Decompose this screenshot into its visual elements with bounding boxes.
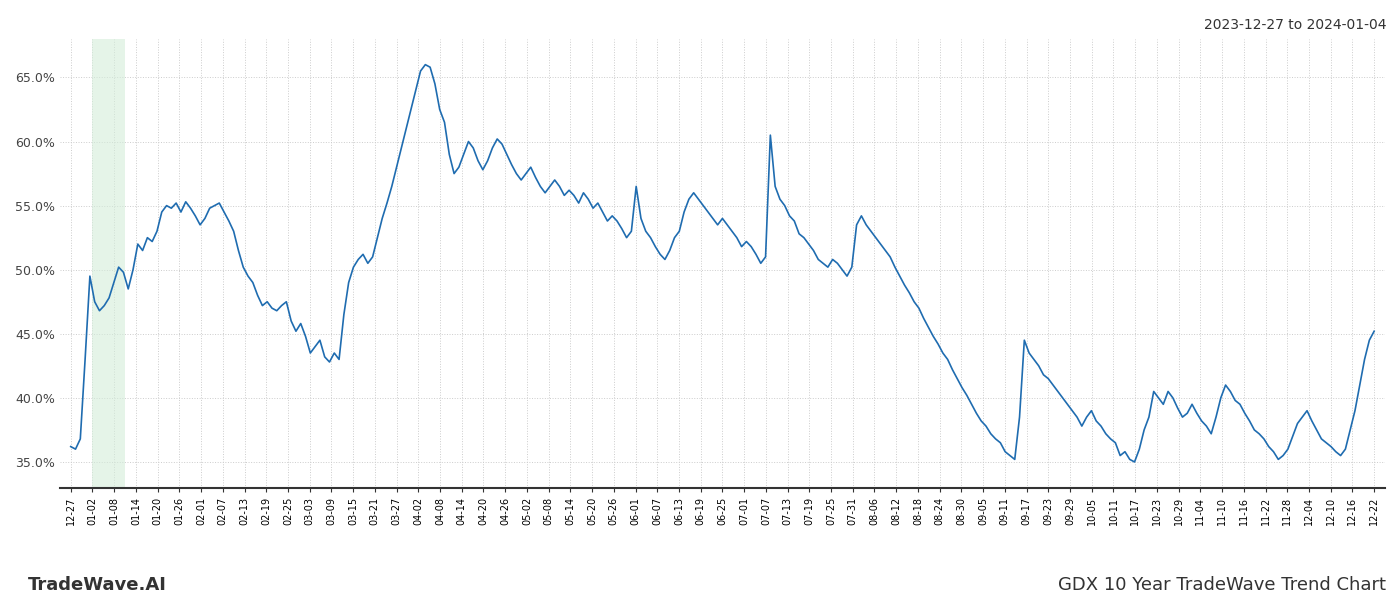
- Text: 2023-12-27 to 2024-01-04: 2023-12-27 to 2024-01-04: [1204, 18, 1386, 32]
- Bar: [92, 39, 125, 488]
- Text: TradeWave.AI: TradeWave.AI: [28, 576, 167, 594]
- Text: GDX 10 Year TradeWave Trend Chart: GDX 10 Year TradeWave Trend Chart: [1058, 576, 1386, 594]
